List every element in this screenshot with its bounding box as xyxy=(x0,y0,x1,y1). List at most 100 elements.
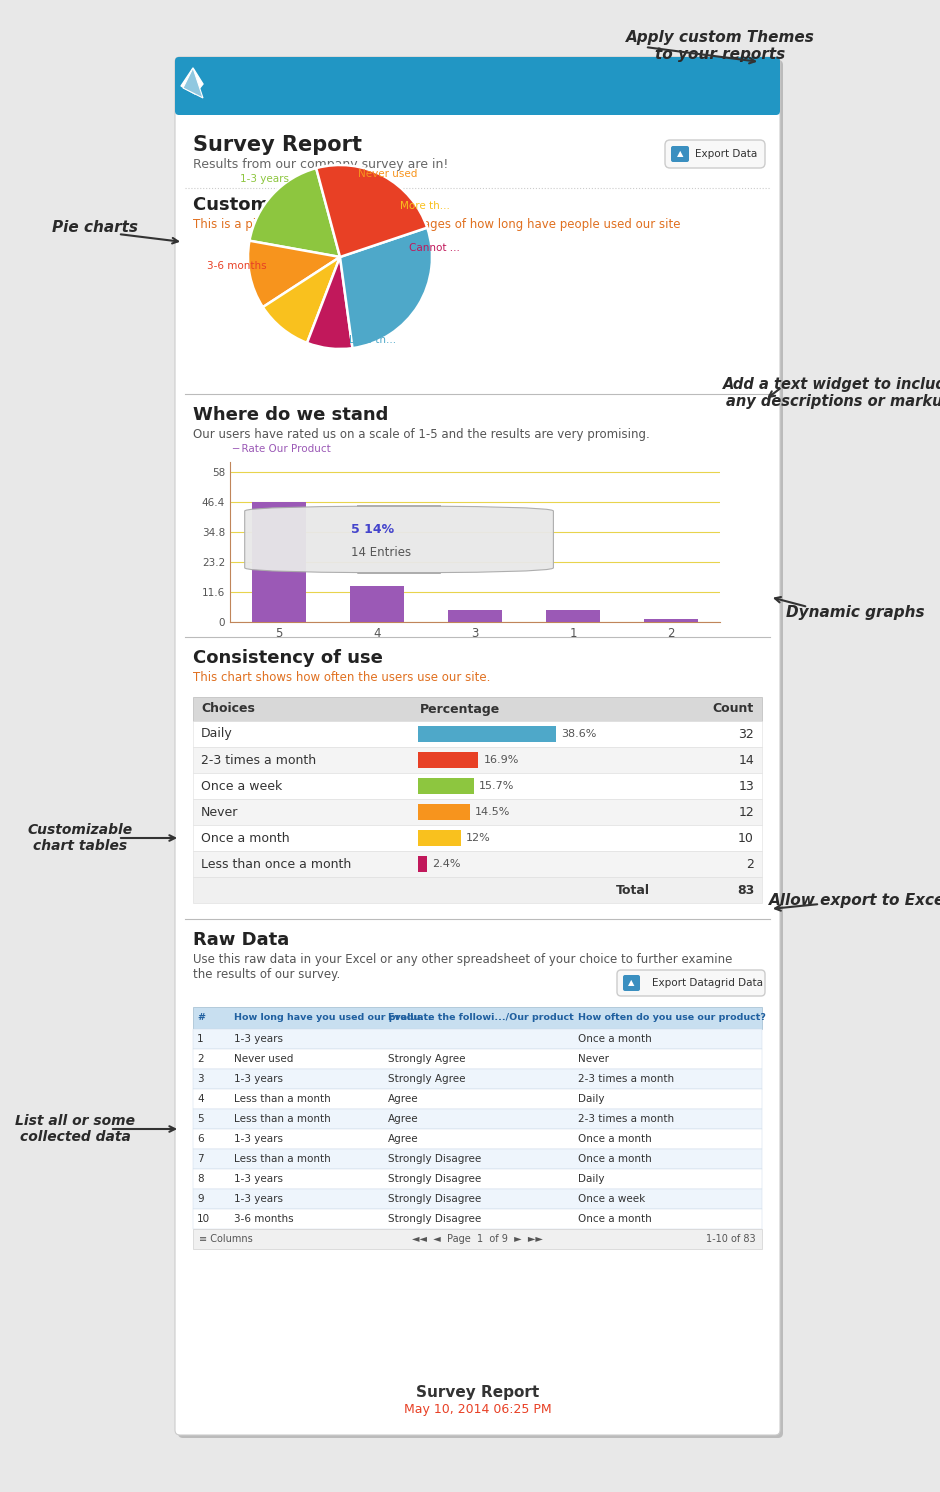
Text: Less than a month: Less than a month xyxy=(234,1115,331,1123)
Text: Raw Data: Raw Data xyxy=(193,931,290,949)
Text: Count: Count xyxy=(713,703,754,716)
Bar xyxy=(418,752,478,768)
Wedge shape xyxy=(307,257,352,349)
Text: Use this raw data in your Excel or any other spreadsheet of your choice to furth: Use this raw data in your Excel or any o… xyxy=(193,953,732,965)
Text: Customizable
chart tables: Customizable chart tables xyxy=(27,824,133,853)
Text: 9: 9 xyxy=(197,1194,204,1204)
Text: Export Data: Export Data xyxy=(695,149,758,160)
Wedge shape xyxy=(316,166,427,257)
Bar xyxy=(193,877,762,903)
Text: Agree: Agree xyxy=(387,1115,418,1123)
Text: Less th...: Less th... xyxy=(349,334,396,345)
Text: Evaluate the followi.../Our product: Evaluate the followi.../Our product xyxy=(387,1013,573,1022)
Text: Survey Report: Survey Report xyxy=(193,134,362,155)
Text: Strongly Disagree: Strongly Disagree xyxy=(387,1214,481,1223)
Bar xyxy=(350,586,404,622)
Text: 10: 10 xyxy=(197,1214,211,1223)
Text: 14 Entries: 14 Entries xyxy=(351,546,411,560)
Wedge shape xyxy=(340,228,432,348)
Text: Once a month: Once a month xyxy=(578,1034,652,1044)
Bar xyxy=(644,619,697,622)
Text: 2-3 times a month: 2-3 times a month xyxy=(578,1074,674,1085)
Bar xyxy=(193,1029,762,1049)
Bar xyxy=(193,1149,762,1170)
Text: How long have you used our produ...: How long have you used our produ... xyxy=(234,1013,431,1022)
Text: 5 14%: 5 14% xyxy=(351,522,394,536)
Text: 15.7%: 15.7% xyxy=(479,780,514,791)
FancyBboxPatch shape xyxy=(175,57,780,1435)
Text: This chart shows how often the users use our site.: This chart shows how often the users use… xyxy=(193,671,491,683)
Text: Results from our company survey are in!: Results from our company survey are in! xyxy=(193,158,448,172)
Text: Less than a month: Less than a month xyxy=(234,1094,331,1104)
Bar xyxy=(252,503,306,622)
Text: Apply custom Themes
to your reports: Apply custom Themes to your reports xyxy=(625,30,814,63)
Bar xyxy=(193,747,762,773)
FancyBboxPatch shape xyxy=(175,57,780,115)
Text: 12%: 12% xyxy=(466,833,491,843)
FancyBboxPatch shape xyxy=(244,506,554,573)
Bar xyxy=(418,727,556,742)
Bar xyxy=(193,773,762,800)
Text: Export Datagrid Data: Export Datagrid Data xyxy=(652,977,763,988)
Bar xyxy=(193,1209,762,1229)
Bar xyxy=(193,1049,762,1068)
FancyBboxPatch shape xyxy=(665,140,765,169)
Bar xyxy=(193,1229,762,1249)
Text: 12: 12 xyxy=(738,806,754,819)
Polygon shape xyxy=(181,69,203,94)
Text: 4: 4 xyxy=(197,1094,204,1104)
Text: Strongly Disagree: Strongly Disagree xyxy=(387,1194,481,1204)
Text: Where do we stand: Where do we stand xyxy=(193,406,388,424)
Bar xyxy=(193,1129,762,1149)
Text: 14.5%: 14.5% xyxy=(475,807,510,818)
Text: Survey Report: Survey Report xyxy=(415,1385,540,1399)
Text: How often do you use our product?: How often do you use our product? xyxy=(578,1013,766,1022)
Text: Less than a month: Less than a month xyxy=(234,1153,331,1164)
Bar xyxy=(418,779,474,794)
Text: Strongly Agree: Strongly Agree xyxy=(387,1074,465,1085)
Bar xyxy=(193,800,762,825)
Text: 2.4%: 2.4% xyxy=(431,859,461,868)
Text: Never: Never xyxy=(578,1053,609,1064)
Text: More th...: More th... xyxy=(400,201,449,212)
Text: This is a pie chart showing the percentages of how long have people used our sit: This is a pie chart showing the percenta… xyxy=(193,218,681,231)
FancyBboxPatch shape xyxy=(623,974,640,991)
Text: Strongly Agree: Strongly Agree xyxy=(387,1053,465,1064)
Text: ─ Rate Our Product: ─ Rate Our Product xyxy=(232,445,331,454)
Text: 3-6 months: 3-6 months xyxy=(207,261,266,272)
Text: Never: Never xyxy=(201,806,239,819)
FancyBboxPatch shape xyxy=(671,146,689,163)
Text: ▲: ▲ xyxy=(677,149,683,158)
Text: 2: 2 xyxy=(746,858,754,870)
Text: Cannot ...: Cannot ... xyxy=(409,243,460,252)
Text: Agree: Agree xyxy=(387,1134,418,1144)
Text: 7: 7 xyxy=(197,1153,204,1164)
Text: the results of our survey.: the results of our survey. xyxy=(193,968,340,982)
Text: 1-3 years: 1-3 years xyxy=(234,1174,283,1185)
Text: 5: 5 xyxy=(197,1115,204,1123)
Bar xyxy=(193,1007,762,1029)
Text: 1-3 years: 1-3 years xyxy=(234,1074,283,1085)
Text: 3: 3 xyxy=(197,1074,204,1085)
Text: 3-6 months: 3-6 months xyxy=(234,1214,293,1223)
Text: 13: 13 xyxy=(738,779,754,792)
Text: 6: 6 xyxy=(197,1134,204,1144)
Polygon shape xyxy=(183,69,203,98)
Text: Once a month: Once a month xyxy=(578,1134,652,1144)
Text: Strongly Disagree: Strongly Disagree xyxy=(387,1153,481,1164)
Text: 10: 10 xyxy=(738,831,754,844)
Wedge shape xyxy=(248,240,340,307)
Text: 32: 32 xyxy=(738,728,754,740)
Bar xyxy=(193,825,762,850)
Text: 1-3 years: 1-3 years xyxy=(234,1194,283,1204)
Wedge shape xyxy=(263,257,340,343)
FancyBboxPatch shape xyxy=(178,60,783,1438)
Text: 1-3 years: 1-3 years xyxy=(234,1134,283,1144)
Text: May 10, 2014 06:25 PM: May 10, 2014 06:25 PM xyxy=(403,1404,552,1416)
Text: #: # xyxy=(197,1013,205,1022)
Text: 83: 83 xyxy=(737,883,754,897)
Text: Never used: Never used xyxy=(358,169,417,179)
Text: Once a week: Once a week xyxy=(201,779,282,792)
Text: 1-3 years: 1-3 years xyxy=(241,173,290,184)
Bar xyxy=(193,1089,762,1109)
